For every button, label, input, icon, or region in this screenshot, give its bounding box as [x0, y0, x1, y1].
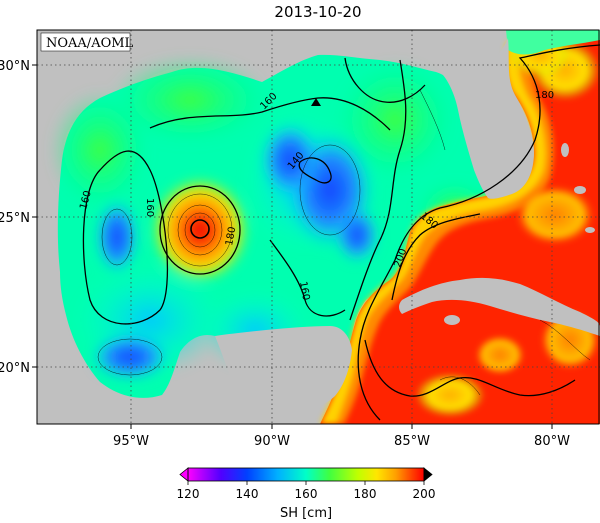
- main-contours: [82, 44, 600, 421]
- isle-land: [444, 315, 460, 325]
- lon-tick-label: 85°W: [394, 434, 430, 449]
- credit-label: NOAA/AOML: [46, 36, 134, 51]
- lon-labels: 95°W 90°W 85°W 80°W: [113, 434, 570, 449]
- contour-160-east: [349, 59, 407, 321]
- lon-tick-label: 90°W: [254, 434, 290, 449]
- contour-160-gulf-south: [269, 239, 346, 317]
- contour-label: 160: [144, 198, 155, 217]
- contour-label: 160: [78, 189, 94, 210]
- contour-180-loop: [357, 44, 600, 421]
- lat-labels: 30°N 25°N 20°N: [0, 59, 30, 376]
- graticule: [37, 30, 600, 424]
- lat-tick-label: 25°N: [0, 211, 30, 226]
- axis-ticks: [32, 64, 553, 429]
- triangle-marker-icon: [311, 98, 321, 106]
- colorbar-low-arrow: [179, 467, 189, 482]
- colorbar-gradient: [188, 468, 424, 481]
- lon-tick-label: 80°W: [534, 434, 570, 449]
- yucatan-land: [215, 326, 352, 410]
- lat-tick-label: 20°N: [0, 361, 30, 376]
- colorbar-tick-label: 200: [413, 487, 436, 501]
- colorbar: 120 140 160 180 200 SH [cm]: [177, 467, 436, 521]
- colorbar-high-arrow: [423, 467, 433, 482]
- bahamas-land: [519, 143, 595, 233]
- florida-land: [438, 38, 534, 199]
- colorbar-tick-label: 140: [236, 487, 259, 501]
- lat-tick-label: 30°N: [0, 59, 30, 74]
- plot-frame: [36, 29, 600, 425]
- contour-140: [298, 157, 332, 184]
- lon-tick-label: 95°W: [113, 434, 149, 449]
- credit-box: NOAA/AOML: [40, 32, 134, 52]
- atlantic-corner-field: [506, 30, 600, 55]
- map-title: 2013-10-20: [274, 3, 361, 21]
- contour-label: 180: [535, 90, 554, 101]
- contour-160-west: [82, 150, 169, 325]
- contour-label: 180: [224, 226, 238, 247]
- contour-160-north: [344, 57, 426, 103]
- colorbar-tick-label: 120: [177, 487, 200, 501]
- contour-label: 160: [297, 281, 311, 302]
- caribbean-high-field: [320, 30, 600, 424]
- colorbar-ticks: [187, 481, 425, 485]
- contour-200-loop: [391, 213, 481, 301]
- colorbar-title: SH [cm]: [280, 506, 332, 521]
- contour-160-central: [149, 97, 391, 131]
- contour-200-south: [364, 339, 576, 397]
- cuba-land: [399, 277, 600, 336]
- colorbar-tick-label: 160: [295, 487, 318, 501]
- eddy-contour-180: [159, 185, 241, 275]
- plot-area: 160 160 160 160 140 180 180 180 200: [37, 30, 600, 424]
- eddy-contour-200: [190, 219, 210, 239]
- colorbar-tick-label: 180: [354, 487, 377, 501]
- thin-contours: [97, 89, 591, 396]
